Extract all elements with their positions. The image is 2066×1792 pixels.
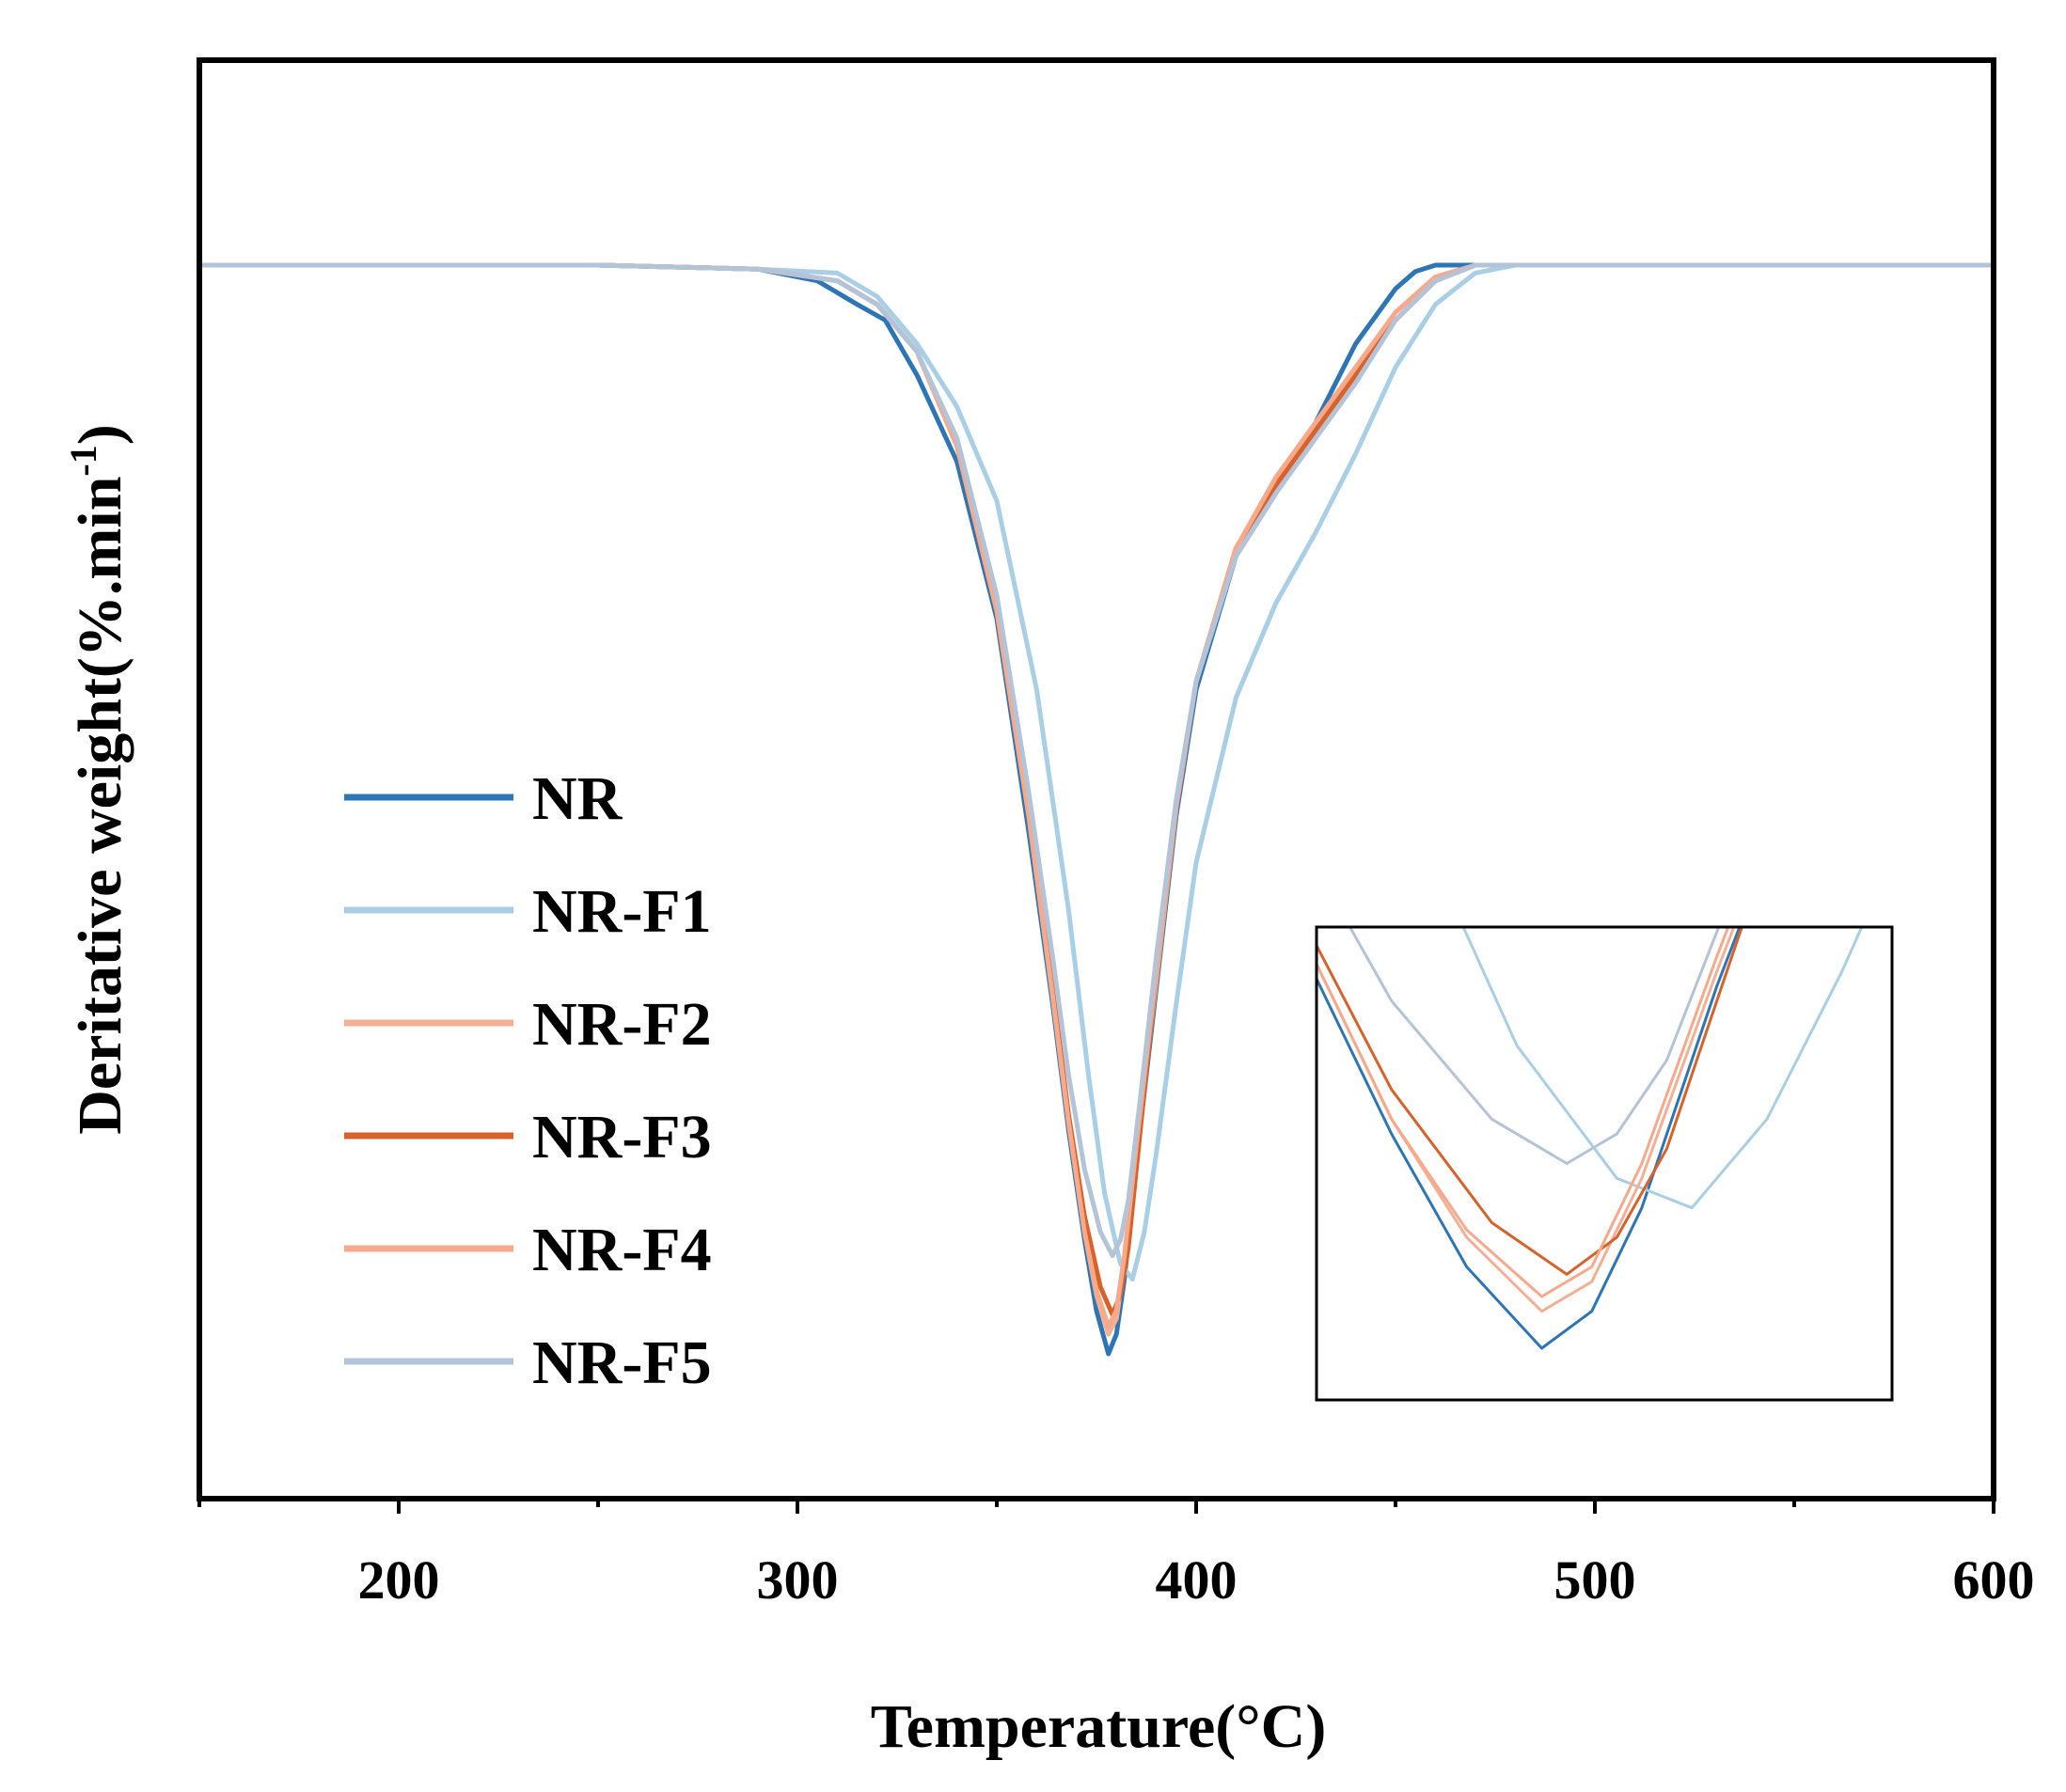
y-axis-label-main: Deritative weight(%.min	[66, 477, 134, 1135]
x-axis-ticks	[197, 1499, 1995, 1514]
series-group	[199, 262, 1994, 1357]
series-line-nr-f5	[199, 262, 1994, 1258]
inset-series-line-nr	[1317, 927, 1742, 1350]
x-axis-tick-labels: 200 300 400 500 600	[358, 1549, 2035, 1611]
legend-label-nr-f1: NR-F1	[532, 877, 712, 946]
inset-frame	[1315, 925, 1894, 1402]
inset-series-line-nr-f3	[1317, 927, 1743, 1276]
x-tick-label: 300	[757, 1549, 839, 1611]
x-tick-label: 600	[1953, 1549, 2035, 1611]
legend-label-nr-f5: NR-F5	[532, 1328, 712, 1397]
x-axis-label: Temperature(°C)	[871, 1692, 1327, 1761]
legend-label-nr-f4: NR-F4	[532, 1216, 712, 1284]
x-tick-label: 400	[1156, 1549, 1238, 1611]
legend: NR NR-F1 NR-F2 NR-F3 NR-F4 NR-F5	[344, 764, 712, 1397]
x-tick-label: 500	[1554, 1549, 1636, 1611]
inset-series-line-nr-f5	[1348, 927, 1721, 1165]
legend-label-nr: NR	[532, 764, 623, 833]
legend-label-nr-f2: NR-F2	[532, 990, 712, 1059]
inset-series-line-nr-f1	[1461, 927, 1864, 1210]
x-tick-label: 200	[358, 1549, 440, 1611]
y-axis-label-close: )	[66, 424, 134, 445]
legend-label-nr-f3: NR-F3	[532, 1103, 712, 1171]
inset-series-line-nr-f2	[1317, 927, 1736, 1313]
inset-series-line-nr-f4	[1317, 927, 1730, 1298]
plot-frame	[197, 57, 1996, 1501]
inset-series-group	[1317, 927, 1864, 1350]
series-line-nr-f1	[199, 262, 1994, 1282]
y-axis-label: Deritative weight(%.min-1)	[62, 424, 134, 1134]
y-axis-label-sup: -1	[62, 445, 104, 476]
